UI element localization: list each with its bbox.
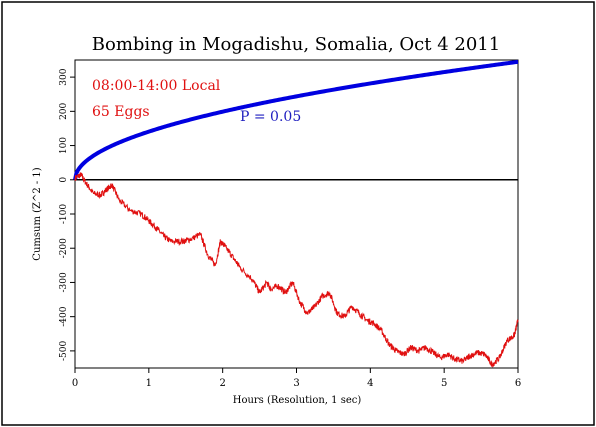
y-tick-label: 0 <box>59 177 69 183</box>
time-window-label: 08:00-14:00 Local <box>92 78 221 94</box>
x-axis: 0 1 2 3 4 5 6 <box>72 368 521 389</box>
y-tick-label: -100 <box>59 204 69 224</box>
envelope-curve <box>73 59 519 181</box>
y-tick-label: 200 <box>59 102 69 119</box>
cumsum-line <box>74 172 519 368</box>
chart-title: Bombing in Mogadishu, Somalia, Oct 4 201… <box>92 34 500 55</box>
x-tick-label: 0 <box>72 378 78 389</box>
y-axis: -500 -400 -300 -200 -100 0 100 200 300 <box>59 68 75 361</box>
y-tick-label: 300 <box>59 68 69 85</box>
y-tick-label: -300 <box>59 272 69 292</box>
y-tick-label: -500 <box>59 341 69 361</box>
x-tick-label: 5 <box>441 378 447 389</box>
x-tick-label: 6 <box>515 378 521 389</box>
y-tick-label: -400 <box>59 306 69 326</box>
x-axis-label: Hours (Resolution, 1 sec) <box>233 395 362 406</box>
y-axis-label: Cumsum (Z^2 - 1) <box>32 167 43 260</box>
y-tick-label: -200 <box>59 238 69 258</box>
y-tick-label: 100 <box>59 137 69 154</box>
x-tick-label: 4 <box>367 378 373 389</box>
x-tick-label: 3 <box>293 378 299 389</box>
x-tick-label: 1 <box>146 378 152 389</box>
x-tick-label: 2 <box>219 378 225 389</box>
p-value-label: P = 0.05 <box>240 109 301 125</box>
eggs-label: 65 Eggs <box>92 104 150 120</box>
